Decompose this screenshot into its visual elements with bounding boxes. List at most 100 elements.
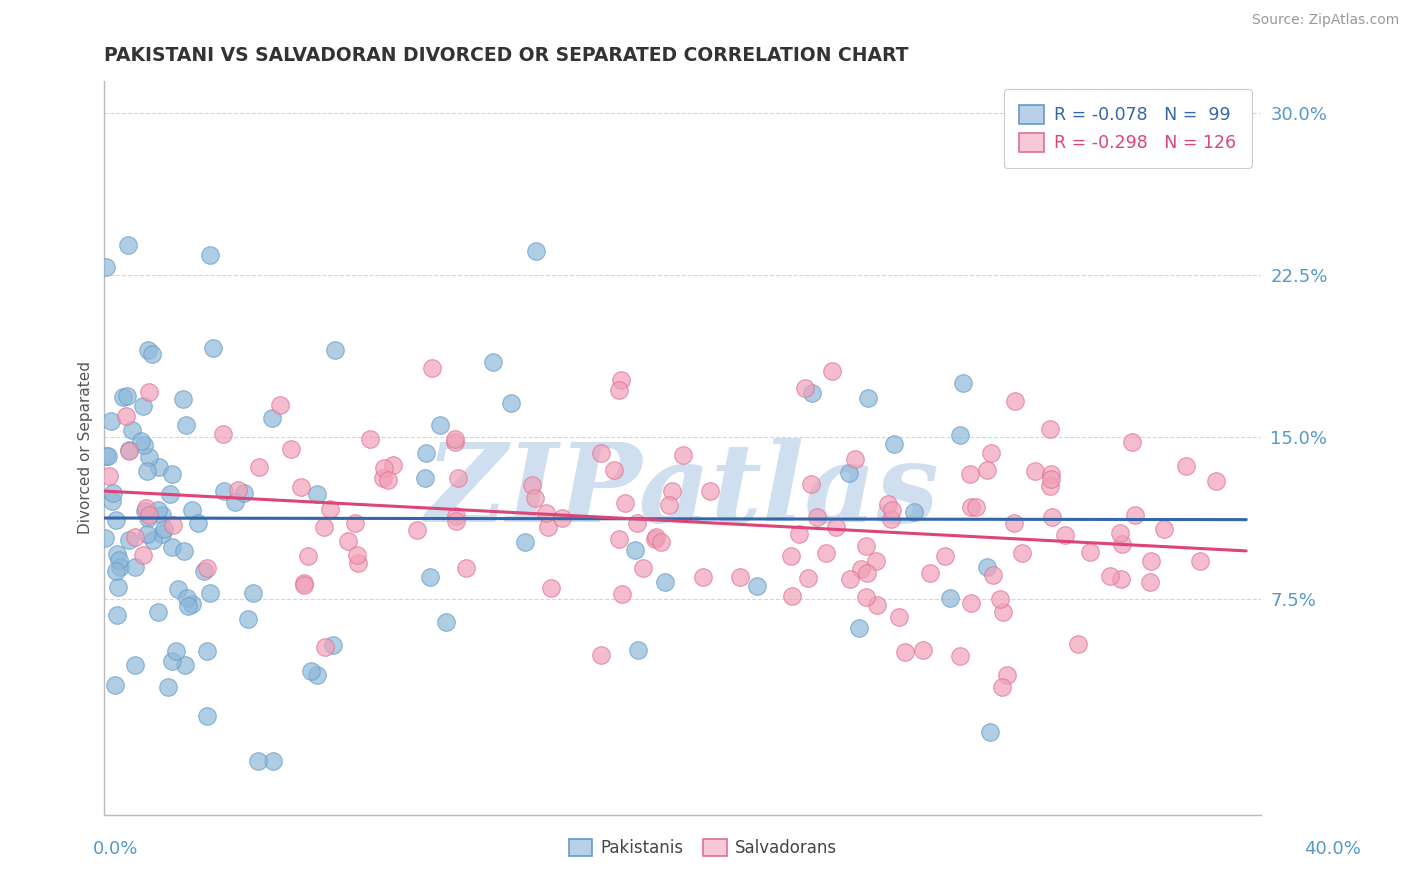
Point [232, 486, 254, 500]
Point [551, 510, 574, 524]
Point [434, 615, 457, 629]
Point [150, 508, 173, 522]
Point [866, 599, 889, 613]
Point [959, 596, 981, 610]
Point [780, 589, 803, 603]
Point [415, 446, 437, 460]
Point [1078, 545, 1101, 559]
Point [347, 556, 370, 570]
Point [1139, 575, 1161, 590]
Point [1108, 526, 1130, 541]
Point [1039, 467, 1062, 481]
Point [976, 560, 998, 574]
Point [959, 467, 981, 482]
Point [134, 504, 156, 518]
Point [121, 423, 143, 437]
Point [524, 244, 547, 259]
Point [1205, 474, 1227, 488]
Point [988, 592, 1011, 607]
Point [603, 463, 626, 477]
Point [115, 388, 138, 402]
Point [609, 532, 631, 546]
Point [132, 548, 155, 562]
Point [186, 516, 208, 530]
Point [880, 503, 903, 517]
Point [851, 562, 873, 576]
Point [1109, 572, 1132, 586]
Point [94, 532, 117, 546]
Point [1121, 435, 1143, 450]
Point [314, 640, 336, 655]
Point [135, 500, 157, 515]
Point [429, 418, 451, 433]
Point [198, 247, 221, 261]
Point [343, 516, 366, 530]
Point [146, 605, 169, 619]
Point [290, 480, 312, 494]
Point [148, 460, 170, 475]
Point [94, 450, 117, 464]
Point [482, 355, 505, 369]
Point [1175, 458, 1198, 473]
Point [814, 545, 837, 559]
Point [138, 508, 160, 522]
Point [294, 577, 316, 591]
Point [991, 605, 1014, 619]
Point [911, 643, 934, 657]
Point [513, 534, 536, 549]
Point [661, 483, 683, 498]
Point [865, 554, 887, 568]
Point [855, 590, 877, 604]
Point [800, 386, 823, 401]
Point [176, 599, 198, 614]
Point [444, 432, 467, 446]
Point [1039, 478, 1062, 492]
Point [211, 427, 233, 442]
Point [105, 564, 128, 578]
Point [728, 570, 751, 584]
Point [319, 501, 342, 516]
Point [136, 464, 159, 478]
Point [444, 508, 467, 523]
Point [444, 514, 467, 528]
Point [305, 487, 328, 501]
Point [236, 612, 259, 626]
Point [419, 570, 441, 584]
Point [101, 486, 124, 500]
Point [444, 434, 467, 449]
Point [796, 571, 818, 585]
Point [142, 533, 165, 547]
Point [134, 438, 156, 452]
Point [779, 549, 801, 563]
Point [323, 343, 346, 357]
Point [800, 477, 823, 491]
Point [1139, 554, 1161, 568]
Point [336, 534, 359, 549]
Point [159, 487, 181, 501]
Point [146, 503, 169, 517]
Point [883, 437, 905, 451]
Point [626, 516, 648, 530]
Point [838, 466, 860, 480]
Point [1098, 569, 1121, 583]
Point [534, 506, 557, 520]
Point [165, 644, 187, 658]
Point [157, 681, 180, 695]
Point [939, 591, 962, 606]
Point [644, 530, 666, 544]
Point [1153, 522, 1175, 536]
Point [195, 709, 218, 723]
Point [856, 566, 879, 580]
Point [124, 658, 146, 673]
Point [980, 446, 1002, 460]
Point [297, 549, 319, 563]
Text: 0.0%: 0.0% [93, 840, 138, 858]
Point [162, 517, 184, 532]
Point [299, 664, 322, 678]
Point [214, 483, 236, 498]
Point [1067, 637, 1090, 651]
Point [990, 681, 1012, 695]
Point [118, 443, 141, 458]
Point [201, 341, 224, 355]
Point [97, 450, 120, 464]
